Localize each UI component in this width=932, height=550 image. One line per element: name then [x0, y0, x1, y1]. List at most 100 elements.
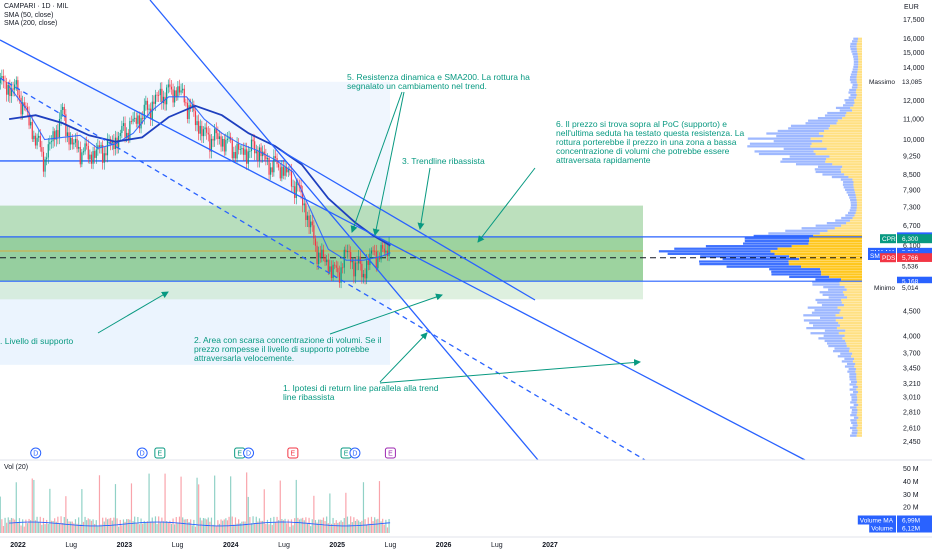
vp-bar-up: [744, 239, 810, 243]
candle-body: [258, 147, 261, 161]
volume-bar: [0, 496, 1, 533]
candle-body: [9, 84, 11, 97]
price-tick-label: 9,250: [903, 154, 921, 161]
candle-body: [6, 81, 8, 95]
vp-bar-up: [749, 142, 812, 145]
vp-bar-up: [850, 393, 857, 396]
volume-bar: [238, 519, 240, 533]
volume-bar: [351, 522, 353, 533]
arrow-2: [329, 293, 443, 335]
sma200-legend[interactable]: SMA (200, close): [4, 20, 58, 27]
candle-body: [201, 125, 203, 137]
candle-body: [126, 132, 128, 139]
candle-body: [81, 152, 83, 165]
volume-bar: [292, 525, 294, 533]
vp-bar-down: [809, 239, 862, 243]
candle-body: [154, 94, 157, 104]
vp-bar-up: [848, 367, 856, 371]
vp-bar-down: [846, 342, 862, 345]
vp-bar-up: [843, 181, 854, 184]
candle-body: [84, 143, 86, 152]
vp-bar-down: [841, 170, 862, 174]
vp-bar-down: [856, 73, 862, 76]
vp-bar-up: [812, 283, 840, 286]
time-tick-label: 2023: [117, 542, 133, 549]
vp-bar-up: [814, 168, 841, 171]
volume-bar: [174, 524, 176, 533]
candle-body: [46, 157, 48, 160]
vp-bar-down: [852, 360, 862, 363]
price-tick-label: 8,500: [903, 172, 921, 179]
vp-bar-up: [850, 198, 857, 202]
time-axis[interactable]: 2022 Lug 2023 Lug 2024 Lug 2025 Lug 2026 Lug 2027: [0, 536, 932, 549]
vp-bar-down: [854, 365, 862, 368]
price-tick-label: 3,700: [903, 350, 921, 357]
candle-body: [284, 167, 286, 176]
price-tag-value: 13,085: [902, 79, 922, 86]
volume-bar: [353, 517, 355, 533]
price-tick-label: 16,000: [903, 36, 925, 43]
vp-bar-up: [743, 242, 809, 245]
price-tag-bg: [897, 77, 932, 87]
candle-body: [362, 273, 365, 278]
volume-bar: [260, 520, 262, 533]
vp-bar-up: [851, 50, 858, 53]
vp-bar-up: [789, 275, 830, 279]
volume-bar: [374, 517, 376, 533]
volume-bar: [146, 521, 149, 533]
candle-body: [22, 102, 24, 115]
candle-body: [223, 138, 225, 152]
price-tick-label: 7,900: [903, 188, 921, 195]
vp-bar-down: [844, 286, 862, 289]
volume-tag-value: 6,12M: [902, 525, 920, 532]
vp-bar-up: [849, 383, 857, 386]
event-marker-label: E: [344, 451, 349, 458]
volume-bar: [58, 523, 61, 533]
vp-bar-down: [856, 401, 862, 404]
volume-bar: [228, 516, 230, 533]
candle-body: [265, 155, 267, 160]
volume-bar: [305, 517, 307, 533]
candle-body: [351, 260, 353, 263]
volume-bar: [148, 473, 150, 533]
vp-bar-down: [856, 198, 862, 202]
volume-bar: [359, 522, 361, 533]
sma50-legend[interactable]: SMA (50, close): [4, 12, 54, 19]
candle-body: [380, 245, 382, 260]
vp-bar-down: [856, 426, 862, 430]
vp-bar-up: [850, 206, 857, 209]
candle-body: [169, 84, 171, 87]
vp-bar-down: [813, 234, 862, 238]
candle-body: [44, 159, 46, 172]
candle-body: [41, 147, 43, 152]
candle-body: [42, 151, 45, 172]
vp-bar-up: [853, 391, 858, 394]
vp-bar-down: [857, 53, 862, 56]
candle-body: [327, 259, 329, 272]
vp-bar-up: [853, 63, 859, 66]
arrow-1b: [379, 358, 641, 384]
volume-bar: [97, 526, 99, 533]
volume-bar: [79, 524, 81, 533]
candle-body: [76, 138, 78, 149]
volume-tag-name-bg: [869, 523, 896, 533]
vp-bar-down: [846, 111, 862, 115]
vp-bar-up: [851, 411, 858, 414]
volume-pane: [0, 459, 932, 533]
candle-body: [191, 104, 193, 107]
vp-bar-up: [853, 37, 859, 40]
candle-body: [71, 137, 73, 145]
candle-body: [254, 141, 256, 154]
candle-body: [10, 88, 13, 97]
candle-body: [150, 108, 152, 120]
candle-body: [111, 140, 113, 144]
candle-body: [361, 263, 363, 278]
candle-body: [214, 128, 216, 141]
symbol-title[interactable]: CAMPARI · 1D · MIL: [4, 3, 69, 10]
volume-legend[interactable]: Vol (20): [4, 464, 29, 471]
candle-body: [207, 132, 209, 135]
dividend-marker: [30, 447, 42, 459]
price-tick-label: 14,000: [903, 65, 925, 72]
vp-bar-up: [822, 173, 845, 176]
